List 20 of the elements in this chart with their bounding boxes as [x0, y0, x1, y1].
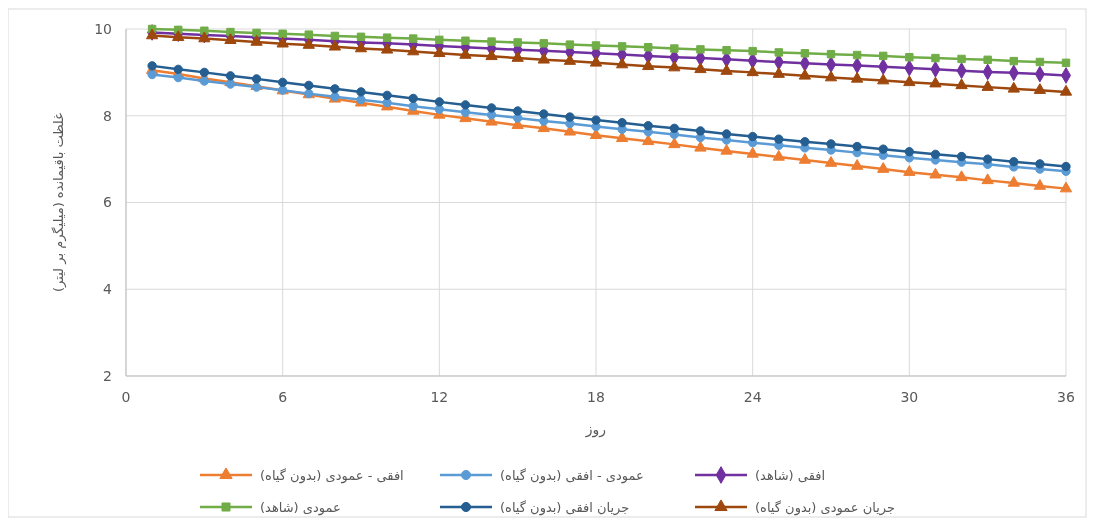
x-tick-label: 24: [743, 389, 762, 405]
legend-label: عمودی - افقی (بدون گیاه): [500, 467, 644, 484]
legend-label: افقی (شاهد): [755, 467, 826, 483]
y-tick-label: 2: [103, 367, 112, 384]
x-tick-label: 30: [900, 389, 919, 405]
legend-label: جریان عمودی (بدون گیاه): [755, 499, 895, 516]
x-tick-label: 18: [587, 389, 605, 405]
y-tick-label: 8: [103, 107, 112, 124]
legend-label: جریان افقی (بدون گیاه): [500, 499, 630, 516]
x-tick-label: 6: [278, 389, 288, 405]
x-axis-title: روز: [584, 421, 607, 438]
y-axis-title: غلظت باقیمانده (میلیگرم بر لیتر): [51, 112, 67, 292]
y-tick-label: 6: [103, 194, 113, 211]
x-tick-label: 12: [430, 389, 449, 405]
x-tick-label: 36: [1057, 389, 1075, 405]
legend-label: عمودی (شاهد): [260, 499, 341, 516]
y-tick-label: 10: [94, 20, 112, 37]
legend-label: افقی - عمودی (بدون گیاه): [260, 467, 404, 484]
x-tick-label: 0: [121, 389, 131, 405]
y-tick-label: 4: [103, 281, 113, 298]
